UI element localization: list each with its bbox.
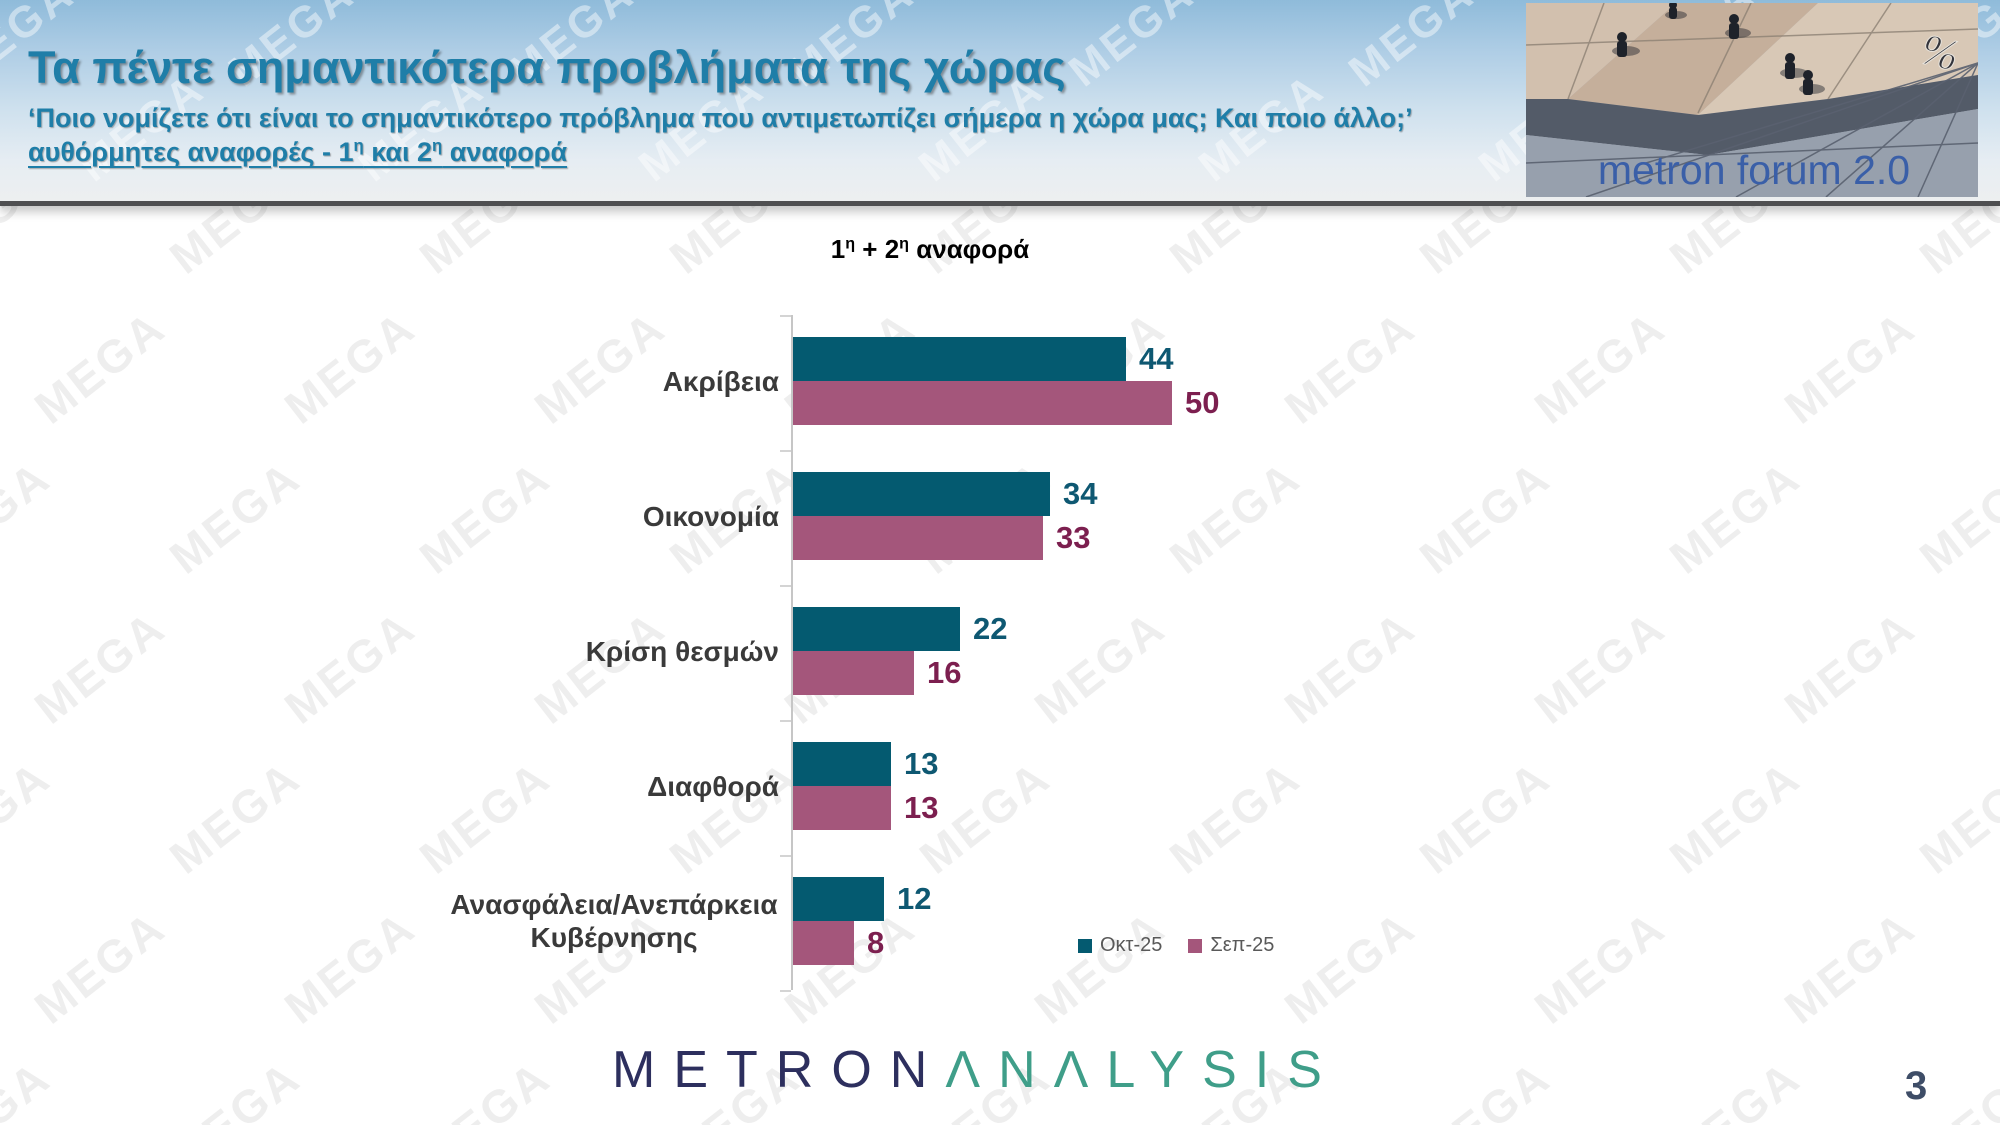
axis-tick [780, 855, 791, 857]
mega-watermark: MEGA [1024, 900, 1176, 1034]
page-title: Τα πέντε σημαντικότερα προβλήματα της χώ… [28, 42, 1066, 93]
value-label: 13 [904, 790, 939, 825]
data-bar-Σεπ-25 [793, 786, 891, 830]
value-label: 22 [973, 611, 1008, 646]
category-label-text: Ανασφάλεια/Ανεπάρκεια Κυβέρνησης [450, 889, 778, 953]
survey-question: ‘Ποιο νομίζετε ότι είναι το σημαντικότερ… [28, 103, 1413, 133]
mega-watermark: MEGA [1059, 0, 1204, 97]
data-bar-Οκτ-25 [793, 607, 960, 651]
axis-tick [780, 450, 791, 452]
mega-watermark: MEGA [24, 300, 176, 434]
axis-tick [780, 315, 791, 317]
legend-label: Σεπ-25 [1210, 934, 1275, 956]
category-label: Ακρίβεια [449, 315, 779, 447]
mega-watermark: MEGA [1774, 900, 1926, 1034]
chart-title: 1η + 2η αναφορά [830, 234, 1030, 264]
mega-watermark: MEGA [159, 450, 311, 584]
category-label-text: Κρίση θεσμών [585, 635, 779, 667]
mega-watermark: MEGA [274, 300, 426, 434]
mega-watermark: MEGA [1159, 450, 1311, 584]
mega-watermark: MEGA [1274, 900, 1426, 1034]
category-label: Κρίση θεσμών [449, 585, 779, 717]
value-label: 50 [1185, 385, 1220, 420]
mega-watermark: MEGA [1274, 600, 1426, 734]
category-label-text: Διαφθορά [647, 770, 779, 802]
data-bar-Οκτ-25 [793, 472, 1050, 516]
header-band: MEGA MEGA MEGA MEGA MEGA MEGA MEGA MEGA MEGA MEGA… [0, 0, 2000, 206]
legend-swatch [1078, 938, 1092, 953]
data-bar-Σεπ-25 [793, 921, 854, 965]
y-axis-line [791, 315, 793, 990]
value-label: 44 [1139, 341, 1174, 376]
data-bar-Σεπ-25 [793, 381, 1172, 425]
value-label: 16 [927, 655, 962, 690]
data-bar-Οκτ-25 [793, 742, 891, 786]
category-label-text: Ακρίβεια [662, 365, 779, 397]
value-label: 34 [1063, 476, 1098, 511]
page-number: 3 [1905, 1064, 1928, 1108]
mega-watermark: MEGA [1274, 300, 1426, 434]
metron-analysis-logo: METRONΛNΛLYSIS [612, 1040, 1340, 1100]
mega-watermark: MEGA [0, 450, 61, 584]
mega-watermark: MEGA [1659, 750, 1811, 884]
mega-watermark: MEGA [1774, 600, 1926, 734]
mega-watermark: MEGA [159, 750, 311, 884]
mega-watermark: MEGA [1409, 450, 1561, 584]
metron-analysis-logo-left: METRON [612, 1041, 946, 1099]
mega-watermark: MEGA [1659, 1050, 1811, 1125]
mega-watermark: MEGA [1659, 450, 1811, 584]
metron-forum-logo: % metron forum 2.0 [1526, 3, 1978, 197]
mega-watermark: MEGA [24, 600, 176, 734]
mega-watermark: MEGA [274, 600, 426, 734]
legend-item-Οκτ-25: Οκτ-25 [1078, 934, 1162, 957]
mega-watermark: MEGA [1774, 300, 1926, 434]
mega-watermark: MEGA [1339, 0, 1484, 97]
legend-item-Σεπ-25: Σεπ-25 [1188, 934, 1274, 957]
axis-tick [780, 720, 791, 722]
metron-forum-wordmark: metron forum 2.0 [1598, 147, 1910, 193]
value-label: 12 [897, 881, 932, 916]
category-label-text: Οικονομία [642, 500, 779, 532]
category-label: Οικονομία [449, 450, 779, 582]
category-label: Διαφθορά [449, 720, 779, 852]
chart-legend: Οκτ-25 Σεπ-25 [1078, 934, 1274, 957]
mega-watermark: MEGA [1909, 750, 2000, 884]
mega-watermark: MEGA [24, 900, 176, 1034]
mega-watermark: MEGA [1909, 450, 2000, 584]
mega-watermark: MEGA [409, 1050, 561, 1125]
mega-watermark: MEGA [1024, 600, 1176, 734]
survey-note: αυθόρμητες αναφορές - 1η και 2η αναφορά [28, 136, 568, 167]
mega-watermark: MEGA [1159, 750, 1311, 884]
mega-watermark: MEGA [1409, 1050, 1561, 1125]
data-bar-Οκτ-25 [793, 337, 1126, 381]
data-bar-Σεπ-25 [793, 516, 1043, 560]
mega-watermark: MEGA [0, 750, 61, 884]
axis-tick [780, 990, 791, 992]
value-label: 33 [1056, 520, 1091, 555]
value-label: 13 [904, 746, 939, 781]
axis-tick [780, 585, 791, 587]
data-bar-Σεπ-25 [793, 651, 914, 695]
value-label: 8 [867, 925, 885, 960]
mega-watermark: MEGA [0, 1050, 61, 1125]
data-bar-Οκτ-25 [793, 877, 884, 921]
legend-swatch [1188, 938, 1203, 953]
mega-watermark: MEGA [1524, 900, 1676, 1034]
mega-watermark: MEGA [1524, 300, 1676, 434]
legend-label: Οκτ-25 [1100, 934, 1163, 956]
mega-watermark: MEGA [159, 1050, 311, 1125]
category-label: Ανασφάλεια/Ανεπάρκεια Κυβέρνησης [449, 855, 779, 987]
mega-watermark: MEGA [274, 900, 426, 1034]
mega-watermark: MEGA [1409, 750, 1561, 884]
metron-analysis-logo-right: ΛNΛLYSIS [945, 1041, 1340, 1099]
pedestrian-silhouettes [1612, 3, 1825, 95]
mega-watermark: MEGA [1524, 600, 1676, 734]
